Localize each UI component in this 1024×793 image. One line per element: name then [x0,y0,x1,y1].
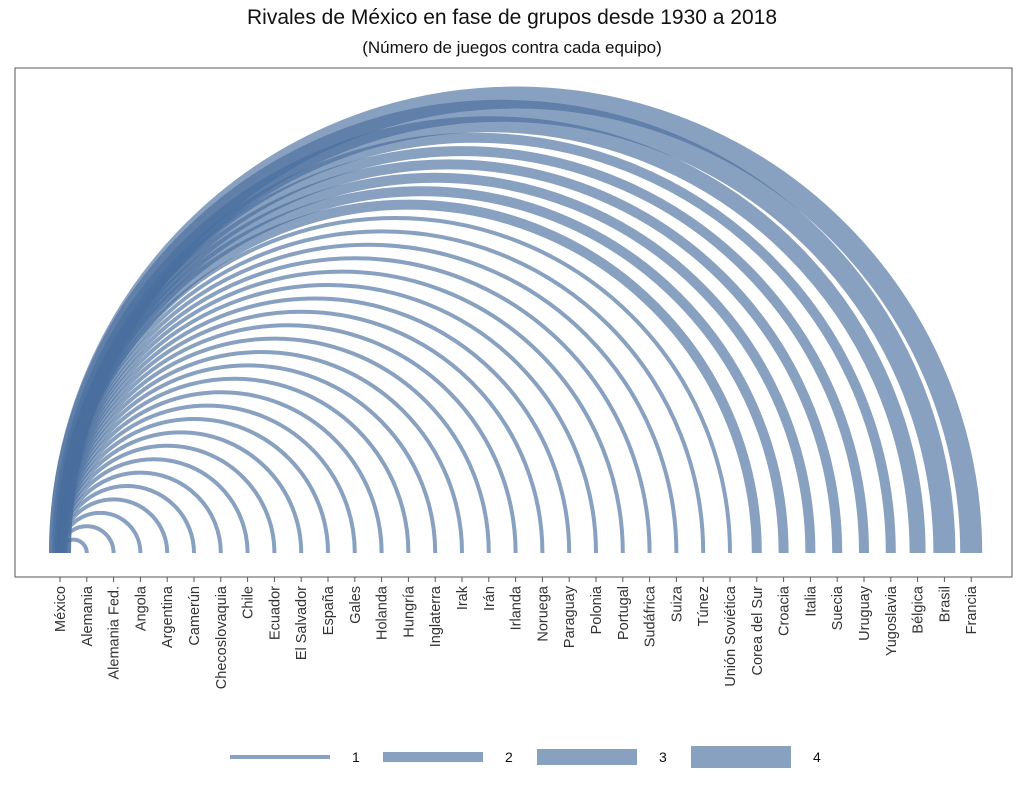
chart-title: Rivales de México en fase de grupos desd… [246,6,778,29]
x-tick-label: Chile [241,586,257,619]
x-tick-label: Camerún [187,586,203,646]
x-tick-label: Gales [348,586,364,624]
x-tick-label: Angola [133,585,149,631]
x-tick-label: Croacia [777,585,793,636]
x-tick-label: Paraguay [562,585,578,648]
x-tick-label: Noruega [535,585,551,642]
x-tick-label: Inglaterra [428,585,444,647]
x-tick-label: Argentina [160,585,176,648]
legend-label: 2 [505,749,513,765]
x-tick-label: Corea del Sur [750,586,766,676]
x-tick-label: El Salvador [294,586,310,660]
x-tick-label: Hungría [401,585,417,638]
legend-label: 4 [813,749,821,765]
x-tick-label: Alemania Fed. [107,586,123,680]
x-tick-label: Portugal [616,586,632,640]
x-tick-label: España [321,585,337,635]
x-axis-ticks [59,577,972,582]
x-tick-label: Holanda [375,585,391,640]
x-tick-label: Unión Soviética [723,585,739,687]
x-tick-label: Francia [964,585,980,634]
x-tick-label: Suiza [669,585,685,622]
x-tick-label: Irak [455,585,471,610]
chart-subtitle: (Número de juegos contra cada equipo) [362,38,662,57]
x-tick-label: Sudáfrica [643,585,659,647]
legend: 1 2 3 4 [230,746,821,768]
x-tick-label: Yugoslavia [884,585,900,656]
x-tick-label: Checoslovaquia [214,585,230,689]
x-axis-tick-labels: México Alemania Alemania Fed. Angola Argenti… [53,585,980,689]
x-tick-label: Irlanda [509,585,525,630]
x-tick-label: Suecia [830,585,846,630]
x-tick-label: Ecuador [267,586,283,640]
legend-label: 1 [352,749,360,765]
x-tick-label: Polonia [589,585,605,634]
x-tick-label: Brasil [937,586,953,622]
x-tick-label: Uruguay [857,585,873,641]
arc-alemania-fed- [58,524,116,554]
x-tick-label: Bélgica [911,585,927,633]
x-tick-label: Irán [482,586,498,611]
x-tick-label: Italia [803,585,819,617]
arc-alemania [58,537,89,554]
x-tick-label: Alemania [80,585,96,646]
x-tick-label: Túnez [696,586,712,626]
x-tick-label: México [53,586,69,632]
legend-label: 3 [659,749,667,765]
arcs-group [49,86,983,554]
